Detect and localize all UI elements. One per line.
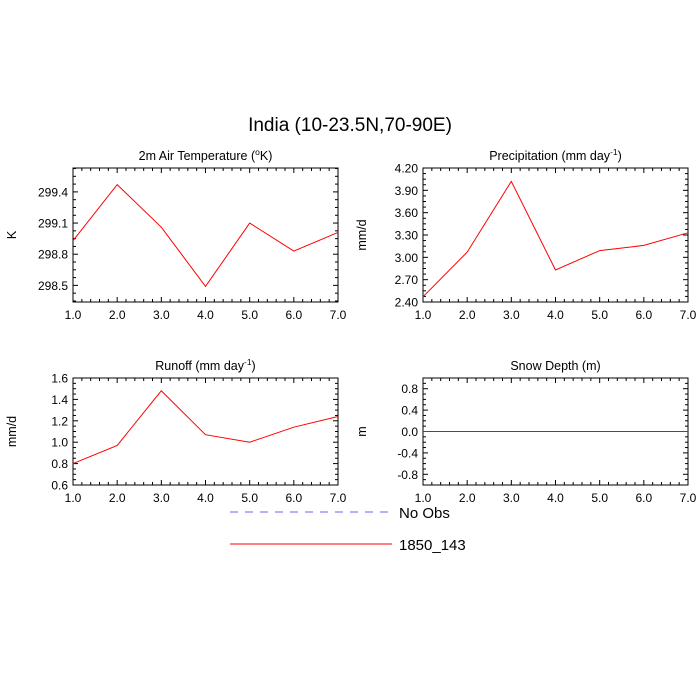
legend: No Obs 1850_143 [230, 505, 466, 554]
panel-title-text: Runoff (mm day [155, 359, 244, 373]
panel-title-superscript: o [255, 147, 260, 157]
x-tick-label: 5.0 [241, 491, 258, 505]
y-tick-label: 0.8 [401, 382, 418, 396]
y-tick-label: 0.4 [401, 404, 418, 418]
series-line-1850_143 [72, 390, 339, 465]
x-tick-label: 6.0 [635, 308, 652, 322]
y-tick-label: 4.20 [395, 162, 419, 176]
panel-title-suffix: ) [618, 149, 622, 163]
panel-title-text: Precipitation (mm day [489, 149, 611, 163]
x-tick-label: 2.0 [109, 491, 126, 505]
panel-snow-depth: Snow Depth (m) m 1.0 2.0 3.0 4.0 5.0 6.0 7.0 -0.8… [355, 359, 697, 505]
panel-precipitation: Precipitation (mm day-1) mm/d 1.0 2.0 3.0 4.0… [355, 147, 697, 322]
x-tick-label: 1.0 [415, 491, 432, 505]
y-tick-label: 1.0 [51, 436, 68, 450]
x-tick-label: 4.0 [197, 491, 214, 505]
y-tick-label: 1.4 [51, 393, 68, 407]
x-tick-label: 7.0 [680, 491, 697, 505]
y-tick-label: 2.70 [395, 273, 419, 287]
x-tick-label: 5.0 [591, 308, 608, 322]
y-tick-label: 1.6 [51, 372, 68, 386]
panel-title: Precipitation (mm day-1) [489, 147, 622, 163]
y-axis-label: mm/d [5, 416, 19, 447]
x-tick-label: 3.0 [503, 491, 520, 505]
x-tick-label: 1.0 [415, 308, 432, 322]
x-tick-label: 4.0 [547, 308, 564, 322]
x-tick-label: 3.0 [153, 308, 170, 322]
x-tick-label: 2.0 [459, 308, 476, 322]
panel-title: Runoff (mm day-1) [155, 357, 255, 373]
panel-title-suffix: K) [260, 149, 273, 163]
x-tick-label: 6.0 [635, 491, 652, 505]
x-tick-label: 3.0 [503, 308, 520, 322]
y-tick-label: 3.00 [395, 251, 419, 265]
plot-frame [72, 167, 339, 303]
y-axis-label: mm/d [355, 219, 369, 250]
y-tick-label: 1.2 [51, 414, 68, 428]
x-tick-label: 1.0 [65, 491, 82, 505]
y-tick-label: -0.8 [397, 468, 418, 482]
panel-air-temperature: 2m Air Temperature (oK) K 1.0 2.0 3.0 4.0 5.0 6… [5, 147, 347, 322]
y-tick-label: 299.1 [38, 217, 68, 231]
panel-title: 2m Air Temperature (oK) [139, 147, 273, 163]
y-tick-label: 299.4 [38, 185, 68, 199]
y-tick-label: 0.6 [51, 479, 68, 493]
series-line-1850_143 [72, 183, 339, 288]
y-tick-label: 2.40 [395, 296, 419, 310]
y-tick-label: -0.4 [397, 446, 418, 460]
panel-title-text: Snow Depth (m) [510, 359, 600, 373]
x-tick-label: 6.0 [285, 491, 302, 505]
x-tick-label: 6.0 [285, 308, 302, 322]
legend-label: No Obs [399, 505, 450, 522]
plot-frame [72, 377, 339, 486]
x-tick-label: 5.0 [241, 308, 258, 322]
figure-title: India (10-23.5N,70-90E) [248, 115, 452, 136]
x-tick-label: 4.0 [197, 308, 214, 322]
y-tick-label: 3.30 [395, 229, 419, 243]
x-tick-label: 1.0 [65, 308, 82, 322]
panel-title-superscript: -1 [610, 147, 618, 157]
x-tick-label: 5.0 [591, 491, 608, 505]
y-tick-label: 0.8 [51, 457, 68, 471]
y-axis-label: m [355, 426, 369, 436]
legend-label: 1850_143 [399, 537, 466, 554]
x-tick-label: 7.0 [680, 308, 697, 322]
y-tick-label: 3.90 [395, 184, 419, 198]
panel-title-text: 2m Air Temperature ( [139, 149, 256, 163]
x-tick-label: 3.0 [153, 491, 170, 505]
series-line-1850_143 [422, 180, 689, 298]
panel-title: Snow Depth (m) [510, 359, 600, 373]
y-axis-label: K [5, 230, 19, 239]
x-tick-label: 4.0 [547, 491, 564, 505]
y-tick-label: 0.0 [401, 425, 418, 439]
plot-frame [422, 167, 689, 303]
y-tick-label: 3.60 [395, 206, 419, 220]
y-tick-label: 298.5 [38, 279, 68, 293]
x-tick-label: 2.0 [109, 308, 126, 322]
panel-runoff: Runoff (mm day-1) mm/d 1.0 2.0 3.0 4.0 5.0 6.0 7… [5, 357, 347, 505]
panel-title-suffix: ) [252, 359, 256, 373]
x-tick-label: 7.0 [330, 308, 347, 322]
x-tick-label: 7.0 [330, 491, 347, 505]
panel-title-superscript: -1 [244, 357, 252, 367]
x-tick-label: 2.0 [459, 491, 476, 505]
y-tick-label: 298.8 [38, 248, 68, 262]
